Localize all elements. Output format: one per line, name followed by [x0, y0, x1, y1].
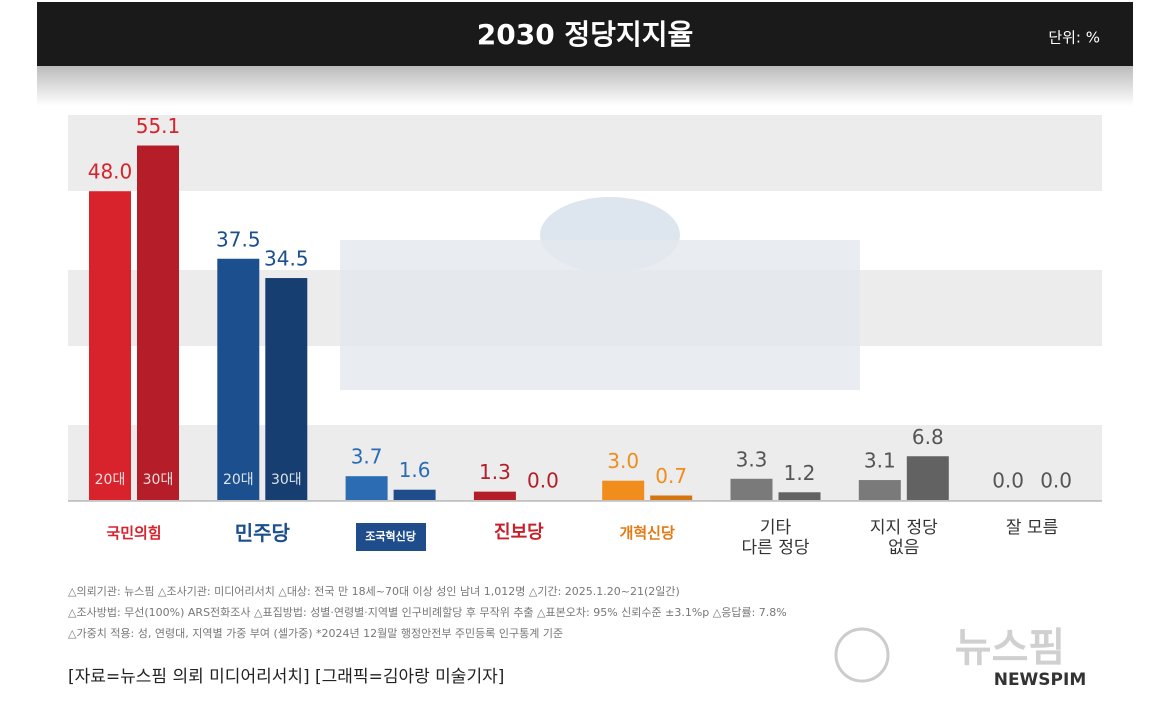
category-label: 기타 다른 정당 — [741, 518, 810, 558]
source: [자료=뉴스핌 의뢰 미디어리서치] [그래픽=김아랑 미술기자] — [68, 667, 504, 687]
category-label: 개혁신당 — [619, 524, 675, 542]
value-label: 0.0 — [992, 469, 1024, 493]
category-label: 진보당 — [494, 522, 544, 543]
category-label: 민주당 — [234, 521, 290, 545]
bar — [906, 456, 949, 500]
value-label: 3.1 — [864, 449, 896, 473]
logo-icon — [834, 627, 890, 683]
value-label: 3.0 — [607, 449, 639, 473]
footnote: △의뢰기관: 뉴스핌 △조사기관: 미디어리서치 △대상: 전국 만 18세~7… — [68, 584, 680, 598]
footnotes: △의뢰기관: 뉴스핌 △조사기관: 미디어리서치 △대상: 전국 만 18세~7… — [68, 584, 787, 640]
value-label: 3.3 — [736, 447, 768, 471]
bar — [858, 480, 901, 500]
building — [340, 240, 860, 390]
category-label: 지지 정당 없음 — [869, 518, 938, 558]
category-label: 조국혁신당 — [355, 523, 426, 551]
header-shadow — [37, 66, 1133, 106]
value-label: 1.2 — [784, 461, 816, 485]
header-bar — [37, 2, 1133, 66]
logo-sub: NEWSPIM — [994, 670, 1087, 690]
value-label: 0.0 — [527, 469, 559, 493]
value-label: 0.7 — [655, 464, 687, 488]
bar — [393, 489, 436, 500]
logo: 뉴스핌 — [955, 625, 1065, 671]
footnote: △조사방법: 무선(100%) ARS전화조사 △표집방법: 성별·연령별·지역… — [68, 606, 787, 619]
bar — [778, 492, 821, 500]
category-label: 국민의힘 — [106, 524, 162, 542]
bar — [89, 191, 131, 500]
value-label: 0.0 — [1040, 469, 1072, 493]
bar — [265, 278, 308, 500]
series-label: 30대 — [271, 472, 302, 488]
bar — [650, 495, 693, 500]
bar — [473, 491, 516, 500]
category-label: 잘 모름 — [1005, 518, 1059, 538]
value-label: 48.0 — [88, 160, 133, 184]
bar — [345, 476, 388, 500]
series-label: 30대 — [143, 472, 174, 488]
value-label: 3.7 — [351, 445, 383, 469]
value-label: 6.8 — [912, 425, 944, 449]
unit-label: 단위: % — [1048, 29, 1100, 47]
value-label: 34.5 — [264, 247, 309, 271]
series-label: 20대 — [223, 472, 254, 488]
value-label: 1.6 — [399, 458, 431, 482]
bar — [730, 478, 773, 500]
chart-title: 2030 정당지지율 — [477, 18, 693, 51]
value-label: 1.3 — [479, 460, 511, 484]
value-label: 55.1 — [136, 114, 181, 138]
band — [68, 115, 1102, 191]
value-label: 37.5 — [216, 227, 261, 251]
bar — [217, 258, 260, 500]
series-label: 20대 — [95, 472, 126, 488]
bar — [137, 145, 179, 501]
footnote: △가중치 적용: 성, 연령대, 지역별 가중 부여 (셀가중) *2024년 … — [68, 627, 563, 640]
bar — [602, 480, 645, 500]
